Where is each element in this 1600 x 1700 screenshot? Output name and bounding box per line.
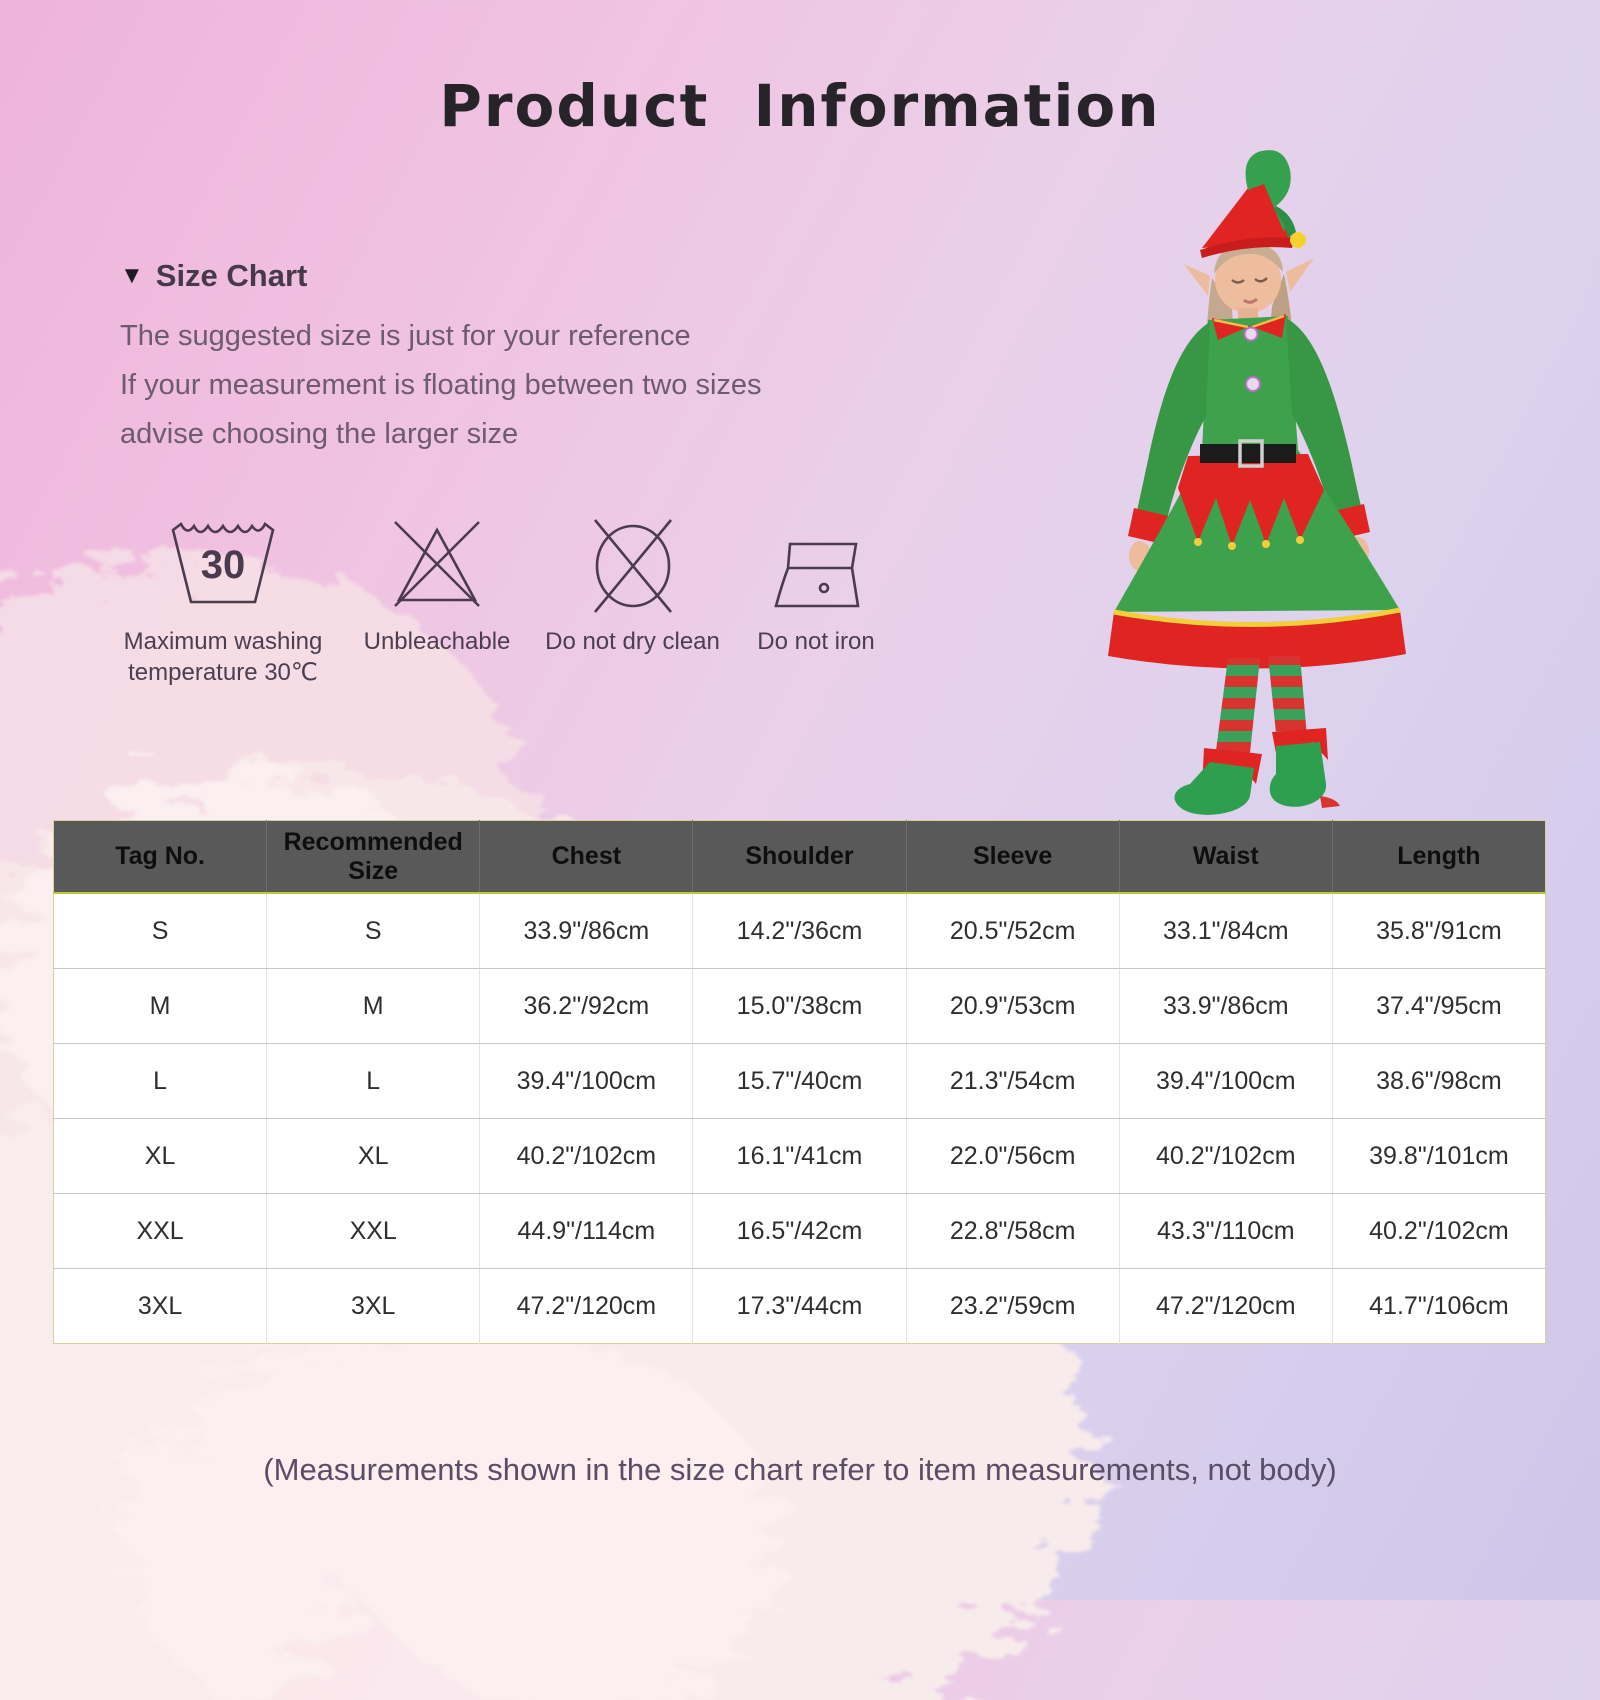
no-bleach-icon	[377, 512, 497, 616]
table-cell: 39.4"/100cm	[1119, 1043, 1333, 1119]
table-cell: XL	[266, 1118, 481, 1194]
table-cell: 16.1"/41cm	[692, 1118, 907, 1194]
size-chart-note-line: The suggested size is just for your refe…	[120, 320, 691, 352]
table-cell: 15.7"/40cm	[692, 1043, 907, 1119]
table-cell: 21.3"/54cm	[906, 1043, 1120, 1119]
table-cell: 22.8"/58cm	[906, 1193, 1120, 1269]
footer-note: (Measurements shown in the size chart re…	[263, 1452, 1337, 1487]
table-cell: L	[266, 1043, 481, 1119]
table-header-cell: Waist	[1119, 820, 1333, 894]
table-row: M M 36.2"/92cm 15.0"/38cm 20.9"/53cm 33.9"/86…	[53, 968, 1546, 1044]
table-row: L L 39.4"/100cm 15.7"/40cm 21.3"/54cm 39.4"/1…	[53, 1043, 1546, 1119]
table-cell: 36.2"/92cm	[479, 968, 694, 1044]
table-cell: M	[266, 968, 481, 1044]
size-chart-heading-label: Size Chart	[155, 258, 308, 293]
table-cell: 23.2"/59cm	[906, 1268, 1120, 1344]
table-cell: 33.9"/86cm	[479, 893, 694, 969]
care-label: Unbleachable	[363, 628, 511, 655]
table-cell: 47.2"/120cm	[1119, 1268, 1333, 1344]
table-cell: 39.4"/100cm	[479, 1043, 694, 1119]
table-cell: 22.0"/56cm	[906, 1118, 1120, 1194]
table-cell: 38.6"/98cm	[1332, 1043, 1546, 1119]
table-header-cell: Shoulder	[692, 820, 907, 894]
table-cell: 33.1"/84cm	[1119, 893, 1333, 969]
table-cell: 14.2"/36cm	[692, 893, 907, 969]
no-iron-icon	[768, 512, 864, 616]
size-chart-note: The suggested size is just for your refe…	[120, 312, 762, 459]
table-cell: 44.9"/114cm	[479, 1193, 694, 1269]
care-item-wash: 30 Maximum washing temperature 30℃	[118, 512, 328, 688]
table-cell: 40.2"/102cm	[1332, 1193, 1546, 1269]
size-table-head-row: Tag No. Recommended Size Chest Shoulder Slee…	[53, 820, 1546, 894]
table-cell: 3XL	[266, 1268, 481, 1344]
table-cell: XXL	[266, 1193, 481, 1269]
size-table: Tag No. Recommended Size Chest Shoulder Slee…	[53, 820, 1546, 1344]
table-cell: 16.5"/42cm	[692, 1193, 907, 1269]
table-header-cell: Chest	[479, 820, 694, 894]
table-cell: 41.7"/106cm	[1332, 1268, 1546, 1344]
table-row: XXL XXL 44.9"/114cm 16.5"/42cm 22.8"/58cm 43.…	[53, 1193, 1546, 1269]
table-header-cell: Tag No.	[53, 820, 268, 894]
svg-text:30: 30	[201, 543, 246, 587]
table-cell: 37.4"/95cm	[1332, 968, 1546, 1044]
table-cell: 43.3"/110cm	[1119, 1193, 1333, 1269]
size-chart-heading: ▼ Size Chart	[120, 258, 307, 294]
care-symbols: 30 Maximum washing temperature 30℃ Unble…	[118, 512, 891, 688]
table-cell: 35.8"/91cm	[1332, 893, 1546, 969]
wash-30-icon: 30	[167, 512, 279, 616]
table-cell: 40.2"/102cm	[1119, 1118, 1333, 1194]
size-chart-note-line: advise choosing the larger size	[120, 418, 519, 450]
care-item-bleach: Unbleachable	[342, 512, 532, 657]
table-cell: XXL	[53, 1193, 268, 1269]
table-cell: 47.2"/120cm	[479, 1268, 694, 1344]
table-cell: 33.9"/86cm	[1119, 968, 1333, 1044]
table-cell: 15.0"/38cm	[692, 968, 907, 1044]
table-cell: S	[266, 893, 481, 969]
page-title: Product Information	[439, 72, 1161, 140]
size-table-body: S S 33.9"/86cm 14.2"/36cm 20.5"/52cm 33.1"/84…	[53, 893, 1546, 1344]
table-cell: S	[53, 893, 268, 969]
elf-costume-model	[1108, 150, 1406, 815]
care-label: Do not iron	[757, 628, 875, 655]
care-label: Maximum washing temperature 30℃	[123, 628, 323, 686]
table-cell: 3XL	[53, 1268, 268, 1344]
triangle-down-icon: ▼	[120, 262, 144, 289]
table-cell: 20.9"/53cm	[906, 968, 1120, 1044]
table-header-cell: Length	[1332, 820, 1546, 894]
care-item-iron: Do not iron	[741, 512, 891, 657]
table-cell: 17.3"/44cm	[692, 1268, 907, 1344]
table-header-cell: Sleeve	[906, 820, 1120, 894]
table-cell: 40.2"/102cm	[479, 1118, 694, 1194]
care-item-dry-clean: Do not dry clean	[540, 512, 725, 657]
size-table-container: Tag No. Recommended Size Chest Shoulder Slee…	[53, 820, 1546, 1344]
table-row: S S 33.9"/86cm 14.2"/36cm 20.5"/52cm 33.1"/84…	[53, 893, 1546, 969]
table-row: XL XL 40.2"/102cm 16.1"/41cm 22.0"/56cm 40.2"…	[53, 1118, 1546, 1194]
table-cell: L	[53, 1043, 268, 1119]
table-row: 3XL 3XL 47.2"/120cm 17.3"/44cm 23.2"/59cm 47.…	[53, 1268, 1546, 1344]
table-cell: 20.5"/52cm	[906, 893, 1120, 969]
table-cell: M	[53, 968, 268, 1044]
no-dry-clean-icon	[581, 512, 685, 616]
care-label: Do not dry clean	[545, 628, 720, 655]
table-cell: XL	[53, 1118, 268, 1194]
size-chart-note-line: If your measurement is floating between …	[120, 369, 762, 401]
table-header-cell: Recommended Size	[266, 820, 481, 894]
table-cell: 39.8"/101cm	[1332, 1118, 1546, 1194]
